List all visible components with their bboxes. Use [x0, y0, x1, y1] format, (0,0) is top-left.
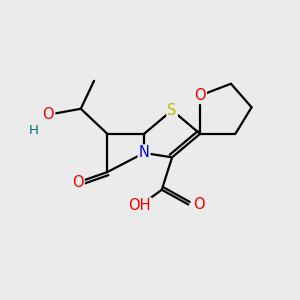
Text: O: O	[193, 197, 204, 212]
Text: O: O	[43, 107, 54, 122]
Text: N: N	[139, 146, 149, 160]
Text: H: H	[29, 124, 39, 137]
Text: S: S	[167, 103, 177, 118]
Text: O: O	[194, 88, 206, 103]
Text: O: O	[72, 175, 84, 190]
Text: OH: OH	[128, 198, 151, 213]
